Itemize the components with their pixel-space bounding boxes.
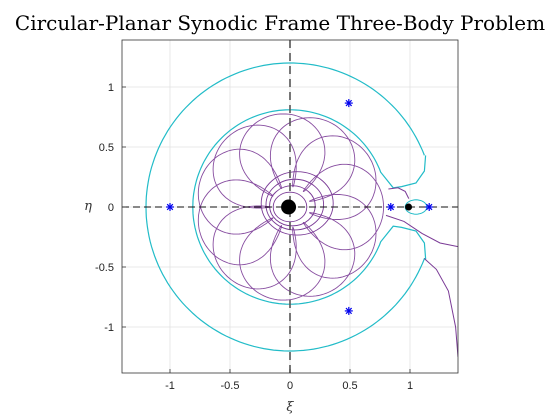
axis-ticks: -1 -0.5 0 0.5 1 -1 -0.5 0 0.5 1 [95, 82, 413, 392]
y-tick-label: -1 [104, 322, 114, 334]
zero-velocity-curve [145, 62, 427, 352]
y-tick-label: 0.5 [99, 142, 114, 154]
trajectory-inner-loop [260, 171, 334, 236]
trajectory-inner-loop [272, 191, 308, 223]
lagrange-marker-stroke [345, 307, 353, 315]
y-axis-label: η [84, 199, 92, 214]
x-tick-label: 0.5 [342, 380, 357, 392]
trajectory-escape-curve [424, 258, 458, 358]
trajectory-escape-curve [388, 187, 410, 199]
trajectory-inner-loop [265, 178, 325, 231]
trajectory-inner-loop [269, 185, 316, 227]
lagrange-marker-stroke [345, 99, 353, 107]
lagrange-point-marker [344, 306, 353, 315]
primary-body-large [281, 199, 297, 215]
y-tick-label: 1 [108, 82, 114, 94]
lagrange-marker-stroke [166, 203, 174, 211]
lagrange-point-marker [386, 203, 395, 211]
y-tick-label: 0 [108, 202, 114, 214]
x-tick-label: 1 [407, 380, 413, 392]
lagrange-point-marker [344, 99, 353, 108]
chart-title: Circular-Planar Synodic Frame Three-Body… [15, 11, 545, 35]
x-axis-label: ξ [286, 400, 294, 415]
y-tick-label: -0.5 [95, 262, 114, 274]
x-tick-label: 0 [287, 380, 293, 392]
lagrange-point-marker [166, 203, 174, 211]
lagrange-marker-stroke [387, 203, 395, 211]
lagrange-point-marker [425, 203, 434, 211]
x-tick-label: -0.5 [221, 380, 240, 392]
x-tick-label: -1 [165, 380, 175, 392]
primary-body-small [405, 203, 413, 211]
lagrange-marker-stroke [425, 203, 433, 211]
plot-area [122, 40, 458, 373]
trajectory-escape-curve [385, 214, 458, 248]
